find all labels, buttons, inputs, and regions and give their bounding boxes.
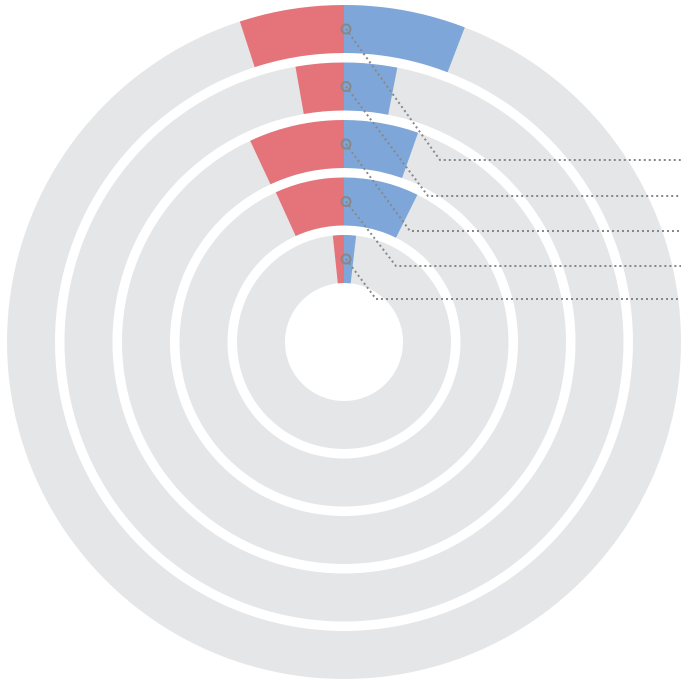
radial-bar	[344, 120, 419, 178]
radial-bar	[295, 62, 344, 115]
leader-line	[345, 28, 681, 161]
ring-track	[236, 235, 451, 449]
leader-dot	[340, 23, 352, 35]
leader-line	[345, 200, 681, 267]
leader-dot	[340, 253, 352, 265]
leader-line	[345, 85, 681, 197]
radial-bar	[332, 235, 344, 284]
leader-line	[345, 143, 681, 232]
ring-track	[179, 177, 509, 507]
radial-bar	[250, 120, 344, 185]
leader-dot	[340, 196, 352, 207]
radial-bar	[275, 177, 344, 236]
leader-dot	[340, 138, 352, 150]
radial-bar	[239, 5, 344, 68]
leader-dot	[340, 81, 352, 92]
radial-bar	[344, 62, 398, 115]
leader-line	[345, 258, 681, 300]
radial-bar	[344, 5, 465, 73]
